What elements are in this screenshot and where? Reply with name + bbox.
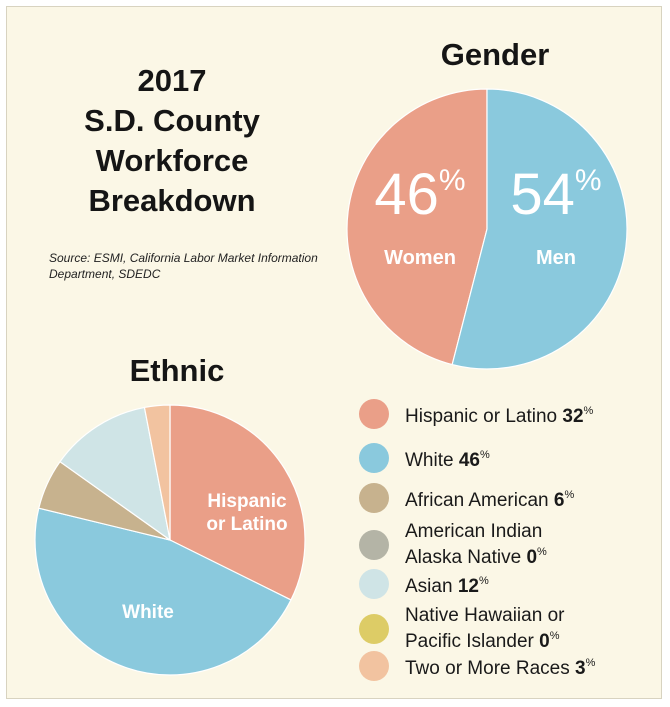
- legend-value: 3%: [575, 657, 596, 679]
- gender-label-women: Women: [384, 247, 456, 269]
- legend-swatch: [359, 529, 389, 560]
- legend-swatch: [359, 399, 389, 429]
- gender-pie-chart: 46% Women 54% Men: [346, 88, 628, 370]
- legend-value: 12%: [457, 575, 489, 597]
- headline: 2017 S.D. County Workforce Breakdown: [47, 61, 297, 221]
- legend-value: 46%: [458, 449, 490, 471]
- legend-swatch: [359, 483, 389, 513]
- legend-item-white: White 46%: [359, 443, 490, 473]
- legend-item-two-or-more-races: Two or More Races 3%: [359, 651, 595, 681]
- legend-value: 0%: [526, 546, 547, 568]
- ethnic-slice-label-white: White: [122, 602, 174, 623]
- legend-label: White 46%: [405, 449, 490, 471]
- ethnic-pie-chart: Hispanic or Latino White: [34, 404, 306, 676]
- pie-slice-white: [34, 507, 292, 676]
- legend-label: Two or More Races 3%: [405, 657, 596, 679]
- legend-swatch: [359, 613, 389, 644]
- legend-percent-sign: %: [564, 489, 575, 501]
- legend-percent-sign: %: [537, 546, 547, 558]
- gender-percent-women: 46%: [374, 162, 465, 227]
- gender-label-men: Men: [536, 247, 576, 269]
- gender-percent-men: 54%: [510, 162, 601, 227]
- legend-percent-sign: %: [549, 630, 560, 642]
- ethnic-slice-label-hispanic-or-latino: Hispanic or Latino: [206, 491, 287, 535]
- source-note: Source: ESMI, California Labor Market In…: [49, 251, 318, 281]
- legend-value: 32%: [562, 405, 594, 427]
- legend-label: American Indian Alaska Native 0%: [405, 521, 547, 568]
- legend-label: Hispanic or Latino 32%: [405, 405, 594, 427]
- legend-percent-sign: %: [583, 405, 594, 417]
- pie-slice-men: [451, 88, 628, 370]
- infographic-panel: 2017 S.D. County Workforce Breakdown Sou…: [6, 6, 662, 699]
- legend-label: Asian 12%: [405, 575, 489, 597]
- headline-line: S.D. County: [84, 103, 260, 138]
- legend-label: African American 6%: [405, 489, 575, 511]
- legend-percent-sign: %: [480, 449, 490, 461]
- legend-item-native-hawaiian-or-pacific-islander: Native Hawaiian or Pacific Islander 0%: [359, 605, 564, 652]
- legend-value: 6%: [553, 489, 575, 511]
- legend-item-american-indian-alaska-native: American Indian Alaska Native 0%: [359, 521, 547, 568]
- legend-item-asian: Asian 12%: [359, 569, 489, 599]
- gender-chart-title: Gender: [440, 37, 550, 72]
- legend-swatch: [359, 651, 389, 681]
- pie-slice-asian: [59, 406, 171, 542]
- legend-value: 0%: [539, 630, 560, 652]
- pie-slice-hispanic-or-latino: [169, 404, 306, 601]
- legend-label: Native Hawaiian or Pacific Islander 0%: [405, 605, 565, 652]
- legend-percent-sign: %: [478, 575, 489, 587]
- headline-line: Workforce: [95, 143, 249, 178]
- legend-swatch: [359, 443, 389, 473]
- pie-slice-women: [346, 88, 488, 366]
- headline-line: Breakdown: [88, 183, 256, 218]
- legend-percent-sign: %: [585, 657, 596, 669]
- pie-slice-two-or-more-races: [143, 404, 171, 541]
- legend-item-african-american: African American 6%: [359, 483, 574, 513]
- headline-line: 2017: [137, 63, 207, 98]
- legend-swatch: [359, 569, 389, 599]
- ethnic-chart-title: Ethnic: [129, 353, 225, 388]
- legend-item-hispanic-or-latino: Hispanic or Latino 32%: [359, 399, 593, 429]
